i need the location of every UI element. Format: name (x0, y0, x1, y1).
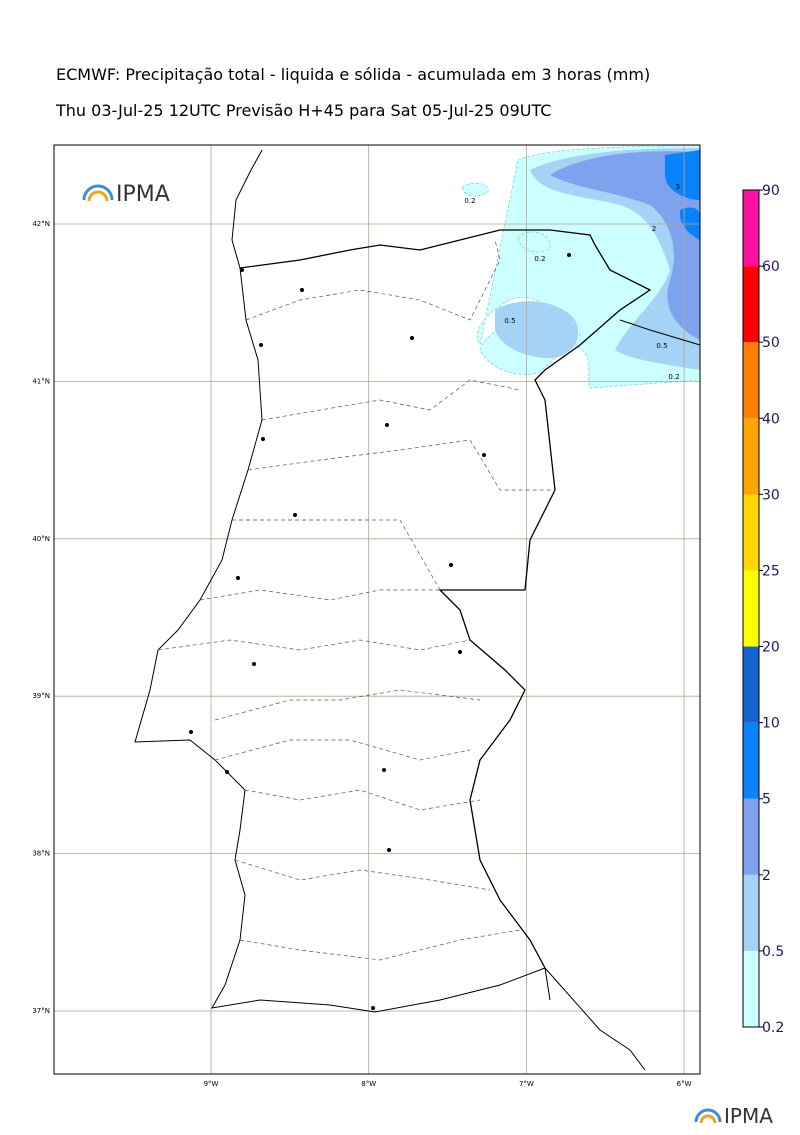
colorbar-segment (743, 418, 759, 495)
colorbar-frame (742, 189, 760, 1028)
lat-label: 42°N (32, 220, 50, 228)
lon-label: 8°W (361, 1080, 376, 1088)
precip-intense (665, 150, 700, 240)
colorbar-segment (743, 646, 759, 723)
colorbar-segment (743, 874, 759, 951)
colorbar-label: 0.5 (762, 944, 784, 960)
colorbar-label: 0.2 (762, 1020, 784, 1036)
coastline (134, 149, 701, 1071)
logo-bottom: IPMA (694, 1104, 773, 1128)
portugal-coast (134, 267, 546, 1013)
subtitle: Thu 03-Jul-25 12UTC Previsão H+45 para S… (55, 101, 551, 120)
contour-label: 2 (652, 225, 656, 233)
colorbar-label: 10 (762, 716, 780, 732)
lat-label: 41°N (32, 377, 50, 385)
precip-heavy (550, 151, 700, 340)
title: ECMWF: Precipitação total - liquida e só… (56, 65, 650, 84)
contour-label: 0.5 (656, 342, 667, 350)
lon-label: 9°W (204, 1080, 219, 1088)
colorbar-label: 25 (762, 563, 780, 579)
cities (189, 253, 571, 1010)
precipitation-areas (461, 145, 701, 389)
contour-labels: 0.2 0.2 0.5 2 5 0.5 0.2 (464, 183, 680, 381)
colorbar-label: 2 (762, 868, 771, 884)
colorbar-segment (743, 570, 759, 647)
colorbar-segment (743, 342, 759, 419)
contour-label: 0.5 (504, 317, 515, 325)
district-borders (157, 239, 555, 961)
graticule: 9°W 8°W 7°W 6°W 42°N 41°N 40°N 39°N 38°N 37°N (32, 145, 700, 1088)
colorbar-segment (743, 950, 759, 1027)
lon-label: 7°W (519, 1080, 534, 1088)
spain-coast (231, 149, 646, 1071)
contour-label: 0.2 (534, 255, 545, 263)
colorbar-segment (743, 494, 759, 571)
precip-light (461, 182, 551, 253)
contour-label: 5 (676, 183, 680, 191)
spain-coast (619, 319, 701, 346)
lat-label: 39°N (32, 692, 50, 700)
logo-text: IPMA (724, 1104, 773, 1128)
logo-top: IPMA (82, 182, 170, 207)
logo-text: IPMA (116, 182, 170, 207)
map-frame (53, 144, 701, 1075)
precip-moderate (495, 301, 579, 359)
colorbar-label: 50 (762, 335, 780, 351)
colorbar-segment (743, 798, 759, 875)
lat-label: 40°N (32, 535, 50, 543)
lon-label: 6°W (677, 1080, 692, 1088)
colorbar-label: 20 (762, 640, 780, 656)
contour-label: 0.2 (668, 373, 679, 381)
lat-label: 37°N (32, 1007, 50, 1015)
colorbar-label: 30 (762, 487, 780, 503)
national-border (239, 229, 652, 969)
colorbar-segment (743, 190, 759, 267)
colorbar-label: 5 (762, 792, 771, 808)
lat-label: 38°N (32, 850, 50, 858)
colorbar-segment (743, 266, 759, 343)
colorbar-label: 40 (762, 411, 780, 427)
colorbar-label: 60 (762, 259, 780, 275)
colorbar-segment (743, 722, 759, 799)
contour-label: 0.2 (464, 197, 475, 205)
colorbar-label: 90 (762, 183, 780, 199)
